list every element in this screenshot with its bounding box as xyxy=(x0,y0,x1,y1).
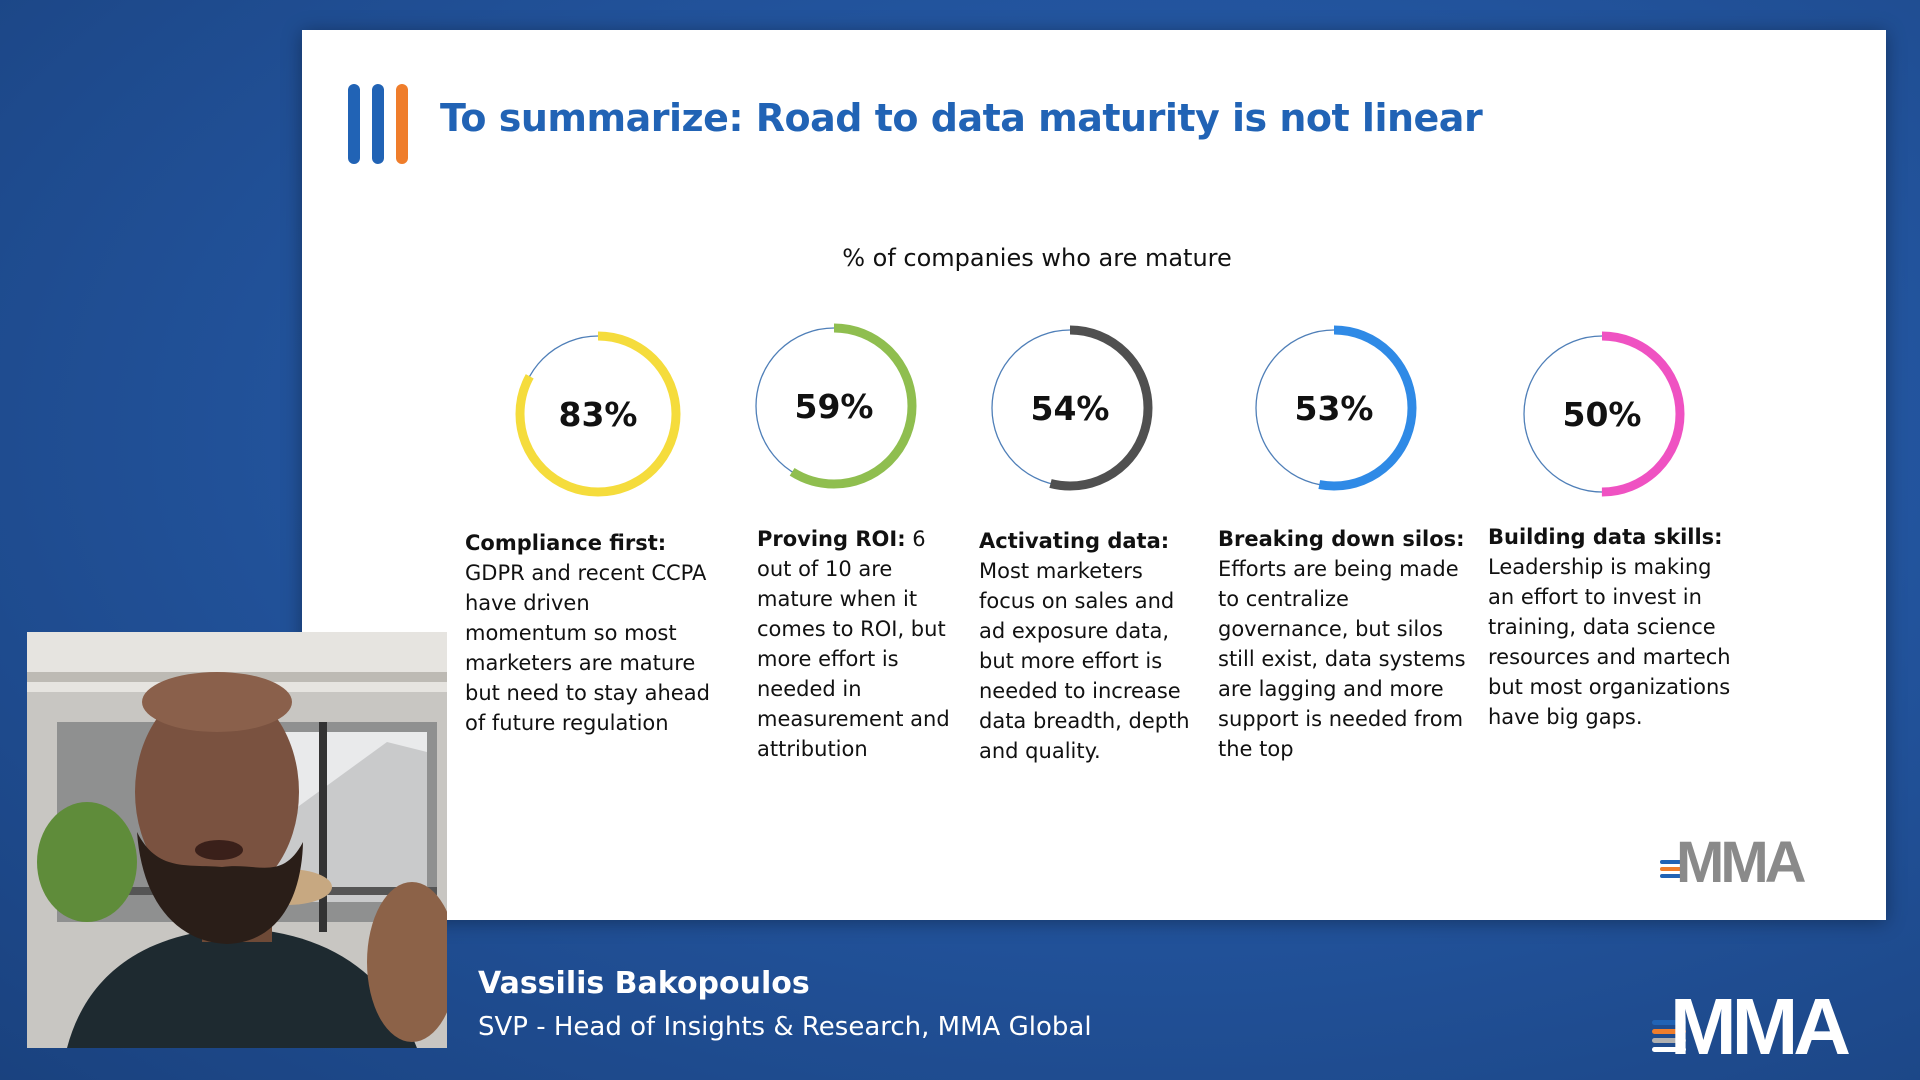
stacked-lines-icon xyxy=(1652,1020,1686,1052)
metric-description-activating: Activating data: Most marketers focus on… xyxy=(979,526,1191,766)
title-bars-icon xyxy=(348,84,412,164)
maturity-ring-activating: 54% xyxy=(982,320,1158,496)
speaker-title: SVP - Head of Insights & Research, MMA G… xyxy=(478,1012,1092,1042)
slide-title: To summarize: Road to data maturity is n… xyxy=(440,96,1483,140)
metric-description-skills: Building data skills: Leadership is maki… xyxy=(1488,522,1738,732)
mma-brand-logo: MMA xyxy=(1640,982,1880,1071)
metric-body: Efforts are being made to centralize gov… xyxy=(1218,557,1466,761)
presentation-slide: To summarize: Road to data maturity is n… xyxy=(302,30,1886,920)
metric-description-roi: Proving ROI: 6 out of 10 are mature when… xyxy=(757,524,952,764)
metric-body: Leadership is making an effort to invest… xyxy=(1488,555,1731,729)
maturity-ring-compliance: 83% xyxy=(510,326,686,502)
speaker-video-frame xyxy=(27,632,447,1048)
slide-logo-text: MMA xyxy=(1676,830,1806,890)
ring-chart-silos xyxy=(1251,325,1417,491)
stacked-lines-icon xyxy=(1660,860,1684,878)
metric-description-compliance: Compliance first: GDPR and recent CCPA h… xyxy=(465,528,715,738)
metric-body: Most marketers focus on sales and ad exp… xyxy=(979,559,1190,763)
ring-value-label: 59% xyxy=(794,386,874,426)
maturity-ring-roi: 59% xyxy=(746,318,922,494)
ring-chart-activating xyxy=(987,325,1153,491)
ring-arc-skills xyxy=(1519,331,1685,497)
ring-arc-silos xyxy=(1251,325,1417,491)
speaker-webcam-video xyxy=(27,632,447,1048)
chart-caption: % of companies who are mature xyxy=(842,244,1232,272)
ring-chart-skills xyxy=(1519,331,1685,497)
ring-arc-roi xyxy=(751,323,917,489)
maturity-ring-skills: 50% xyxy=(1514,326,1690,502)
metric-heading: Activating data: xyxy=(979,529,1170,553)
metric-body: 6 out of 10 are mature when it comes to … xyxy=(757,527,950,761)
metric-heading: Breaking down silos: xyxy=(1218,527,1465,551)
metric-description-silos: Breaking down silos: Efforts are being m… xyxy=(1218,524,1470,764)
ring-value-label: 50% xyxy=(1562,394,1642,434)
ring-value-label: 83% xyxy=(558,394,638,434)
ring-chart-compliance xyxy=(515,331,681,497)
ring-value-label: 53% xyxy=(1294,388,1374,428)
ring-value-label: 54% xyxy=(1030,388,1110,428)
metric-heading: Building data skills: xyxy=(1488,525,1723,549)
speaker-name: Vassilis Bakopoulos xyxy=(478,966,810,1001)
ring-arc-activating xyxy=(987,325,1153,491)
brand-logo-text: MMA xyxy=(1670,982,1849,1060)
maturity-ring-silos: 53% xyxy=(1246,320,1422,496)
metric-heading: Proving ROI: xyxy=(757,527,906,551)
metric-body: GDPR and recent CCPA have driven momentu… xyxy=(465,561,710,735)
metric-heading: Compliance first: xyxy=(465,531,667,555)
slide-mma-logo: MMA xyxy=(1658,830,1838,895)
ring-chart-roi xyxy=(751,323,917,489)
ring-arc-compliance xyxy=(515,331,681,497)
